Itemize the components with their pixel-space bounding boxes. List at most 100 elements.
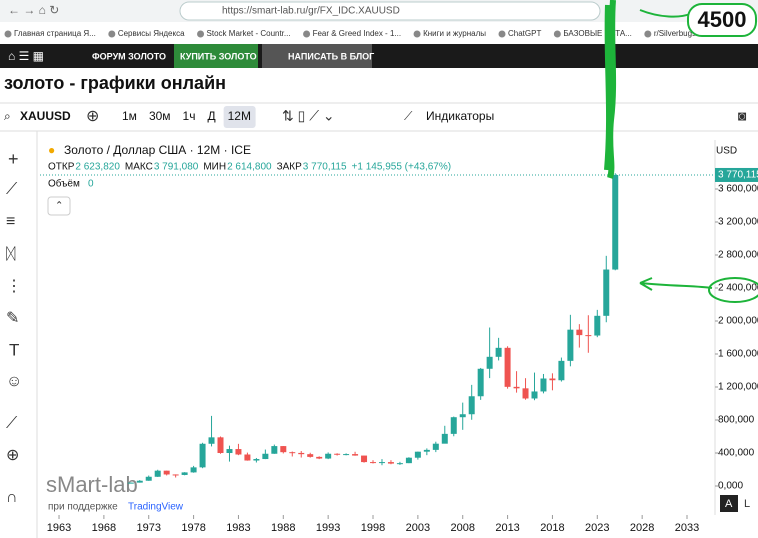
bookmark[interactable]: Сервисы Яндекса <box>118 29 185 38</box>
candle-body <box>468 396 475 415</box>
annotation: 4500 <box>698 7 747 32</box>
y-tick-label: 1 600,000 <box>718 349 758 360</box>
x-tick-label: 1968 <box>92 522 116 534</box>
interval-active <box>223 106 256 128</box>
nav-icons[interactable]: ← → ⌂ ↻ <box>8 3 59 17</box>
bookmark-icon <box>553 30 561 38</box>
candle-body <box>370 462 377 464</box>
last-price-label: 3 770,115 <box>718 170 758 181</box>
side-tools[interactable]: ⋮ <box>6 278 22 295</box>
annotation-box <box>687 3 757 37</box>
candle-body <box>271 446 278 454</box>
candle-body <box>567 329 574 361</box>
candle-body <box>441 433 448 444</box>
scribble <box>639 277 713 291</box>
x-tick-label: 2008 <box>450 522 474 534</box>
bookmark[interactable]: Книги и журналы <box>423 29 486 38</box>
candle-body <box>244 454 251 461</box>
candle-body <box>540 378 547 392</box>
interval[interactable]: 1м <box>122 109 137 123</box>
candle-body <box>576 329 583 336</box>
interval[interactable]: 30м <box>149 109 171 123</box>
volume-label: Объём <box>48 178 80 190</box>
chart-type-icons[interactable]: ⇅ ▯ ⟋ ⌄ <box>282 108 335 124</box>
ohlc-close-label: ЗАКР <box>277 162 303 173</box>
y-tick-label: 2 400,000 <box>718 283 758 294</box>
side-tools[interactable]: ≡ <box>6 213 15 230</box>
interval[interactable]: 12М <box>228 109 251 123</box>
ohlc-low-label: МИН <box>203 162 226 173</box>
y-tick-label: 2 800,000 <box>718 250 758 261</box>
candle-body <box>181 472 188 475</box>
home-icon[interactable]: ⌂ ☰ ▦ <box>8 49 44 63</box>
symbol[interactable]: XAUUSD <box>20 109 71 123</box>
bookmark[interactable]: Главная страница Я... <box>14 29 96 38</box>
side-tools[interactable]: ⟋ <box>6 415 18 432</box>
nav-buy[interactable]: КУПИТЬ ЗОЛОТО <box>180 51 257 61</box>
y-tick-label: 3 600,000 <box>718 184 758 195</box>
auto-btn[interactable] <box>720 495 738 512</box>
candle-body <box>459 414 466 418</box>
ohlc-low: 2 614,800 <box>227 162 272 173</box>
candle-body <box>145 476 152 481</box>
bookmark[interactable]: Fear & Greed Index - 1... <box>313 29 401 38</box>
url-box[interactable] <box>179 1 601 21</box>
candle-body <box>307 454 314 457</box>
side-tools[interactable]: ✎ <box>6 310 19 327</box>
bookmark-icon <box>413 30 421 38</box>
ohlc-open: 2 623,820 <box>75 162 120 173</box>
side-tools[interactable]: ᛞ <box>6 246 16 263</box>
interval[interactable]: 1ч <box>183 109 196 123</box>
bookmark-icon <box>197 30 205 38</box>
x-tick-label: 1993 <box>316 522 340 534</box>
interval[interactable]: Д <box>207 109 215 123</box>
candle-body <box>585 335 592 337</box>
side-tools[interactable]: ⟋ <box>6 181 18 198</box>
candle-body <box>612 174 619 270</box>
candle-body <box>378 462 385 464</box>
side-tools[interactable]: ∩ <box>6 489 18 506</box>
side-tools[interactable]: ☺ <box>6 373 22 390</box>
y-tick-label: 1 200,000 <box>718 382 758 393</box>
bookmark[interactable]: ChatGPT <box>508 29 541 38</box>
candle-body <box>325 453 332 459</box>
url[interactable]: https://smart-lab.ru/gr/FX_IDC.XAUUSD <box>222 6 400 17</box>
candle-body <box>432 443 439 450</box>
x-tick-label: 2013 <box>495 522 519 534</box>
candle-body <box>280 446 287 453</box>
x-tick-label: 1963 <box>47 522 71 534</box>
ohlc-close: 3 770,115 <box>303 162 347 173</box>
watermark-brand: sMart-lab <box>46 472 138 497</box>
nav-forum[interactable]: ФОРУМ ЗОЛОТО <box>92 51 166 61</box>
candle-body <box>136 480 143 483</box>
bookmark[interactable]: Stock Market - Countr... <box>207 29 291 38</box>
log-btn[interactable]: L <box>744 498 750 510</box>
candle-body <box>387 462 394 464</box>
x-tick-label: 2018 <box>540 522 564 534</box>
bookmark[interactable]: БАЗОВЫЕ УСТА... <box>563 29 631 38</box>
collapse-btn[interactable] <box>47 196 71 216</box>
scribble <box>639 9 691 18</box>
candle-body <box>594 315 601 336</box>
side-tools[interactable]: + <box>8 149 19 169</box>
watermark-support: при поддержке <box>48 502 118 513</box>
candle-body <box>361 455 368 463</box>
candle-body <box>495 347 502 357</box>
ind-icon[interactable]: ⟋ <box>404 109 413 123</box>
auto-btn-label[interactable]: A <box>725 498 733 510</box>
x-tick-label: 1998 <box>361 522 385 534</box>
nav-blog[interactable]: НАПИСАТЬ В БЛОГ <box>288 51 374 61</box>
add-icon[interactable]: ⊕ <box>86 108 99 125</box>
indicators[interactable]: Индикаторы <box>426 109 494 123</box>
side-tools[interactable]: ⊕ <box>6 447 19 464</box>
collapse-icon[interactable]: ⌃ <box>55 201 63 212</box>
candle-body <box>172 474 179 476</box>
candle-body <box>352 454 359 456</box>
search-icon[interactable]: ⌕ <box>4 109 11 123</box>
candle-body <box>414 451 421 458</box>
side-tools[interactable]: T <box>9 340 19 359</box>
camera-icon[interactable]: ◙ <box>738 108 746 124</box>
candle-body <box>316 456 323 459</box>
